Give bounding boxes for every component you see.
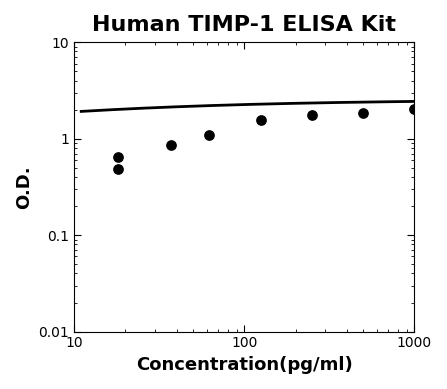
Point xyxy=(167,142,174,149)
Title: Human TIMP-1 ELISA Kit: Human TIMP-1 ELISA Kit xyxy=(92,15,396,35)
Point xyxy=(257,117,264,123)
Point xyxy=(206,131,213,138)
Point xyxy=(411,105,418,112)
Point xyxy=(114,166,121,172)
Point xyxy=(308,112,316,118)
Point xyxy=(360,110,367,116)
X-axis label: Concentration(pg/ml): Concentration(pg/ml) xyxy=(136,356,353,374)
Y-axis label: O.D.: O.D. xyxy=(15,165,33,209)
Point xyxy=(114,154,121,160)
